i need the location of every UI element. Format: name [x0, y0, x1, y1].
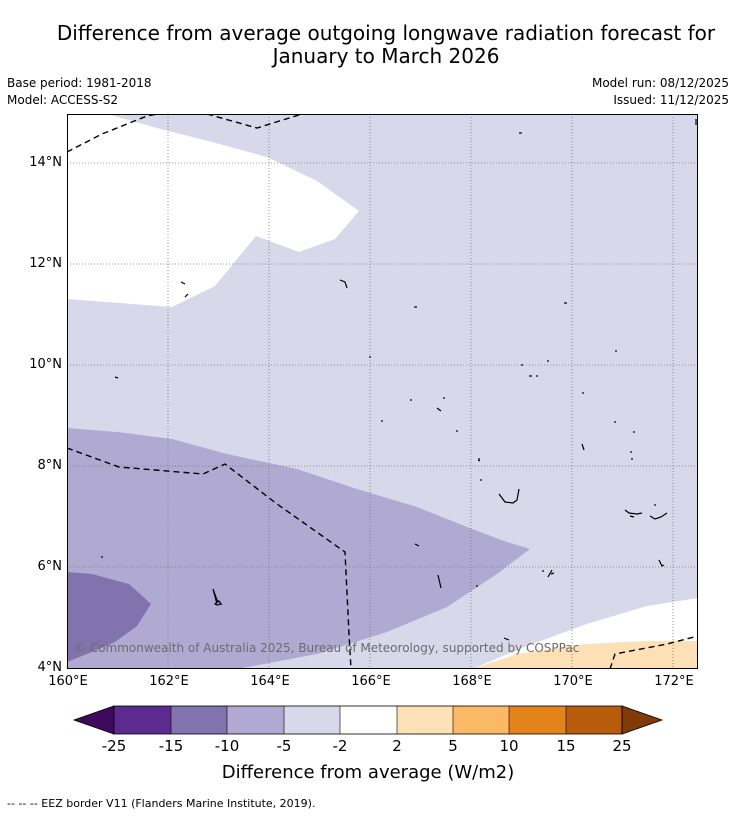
colorbar-segment-9 [566, 706, 622, 734]
colorbar-tick: 15 [556, 737, 576, 755]
colorbar [72, 705, 664, 735]
map-title: Difference from average outgoing longwav… [0, 22, 736, 68]
title-line-2: January to March 2026 [272, 44, 500, 68]
colorbar-tick: -15 [158, 737, 184, 755]
colorbar-tick: 10 [499, 737, 519, 755]
colorbar-segment-4 [284, 706, 340, 734]
colorbar-tick: -10 [214, 737, 240, 755]
x-label-168e: 168°E [452, 674, 492, 689]
base-period: Base period: 1981-2018 [7, 76, 152, 90]
colorbar-tick: -2 [332, 737, 348, 755]
model-name: Model: ACCESS-S2 [7, 93, 119, 107]
eez-legend: -- -- -- EEZ border V11 (Flanders Marine… [7, 797, 316, 810]
x-label-160e: 160°E [48, 674, 88, 689]
map-svg [67, 114, 698, 669]
colorbar-title: Difference from average (W/m2) [221, 762, 515, 783]
colorbar-outline [113, 705, 623, 735]
colorbar-segment-5 [340, 706, 397, 734]
positive-anomaly-region [472, 641, 698, 669]
meta-left: Base period: 1981-2018 Model: ACCESS-S2 [7, 75, 152, 109]
colorbar-segment-7 [453, 706, 509, 734]
y-label-4n: 4°N [37, 660, 63, 675]
title-line-1: Difference from average outgoing longwav… [56, 21, 716, 45]
y-label-6n: 6°N [37, 559, 63, 574]
colorbar-tick: 5 [448, 737, 458, 755]
x-label-164e: 164°E [250, 674, 290, 689]
copyright-text: © Commonwealth of Australia 2025, Bureau… [74, 641, 580, 655]
issued-date: Issued: 11/12/2025 [613, 93, 729, 107]
white-region-north [67, 114, 359, 307]
islands [114, 119, 697, 641]
y-label-8n: 8°N [37, 458, 63, 473]
colorbar-tick: -5 [276, 737, 292, 755]
gridlines [67, 114, 698, 669]
y-label-14n: 14°N [29, 155, 62, 170]
negative-anomaly-region [67, 428, 530, 669]
colorbar-segment-1 [114, 706, 171, 734]
colorbar-tick: -25 [101, 737, 127, 755]
meta-right: Model run: 08/12/2025 Issued: 11/12/2025 [592, 75, 729, 109]
colorbar-segment-3 [227, 706, 284, 734]
colorbar-tick: 2 [392, 737, 402, 755]
x-label-166e: 166°E [351, 674, 391, 689]
eez-borders [67, 114, 698, 669]
strong-negative-region [67, 572, 151, 662]
y-label-12n: 12°N [29, 256, 62, 271]
colorbar-segment-6 [397, 706, 453, 734]
model-run: Model run: 08/12/2025 [591, 76, 729, 90]
x-label-170e: 170°E [553, 674, 593, 689]
y-label-10n: 10°N [29, 357, 62, 372]
colorbar-extend-low [72, 705, 115, 735]
island-dots [101, 350, 656, 587]
x-label-162e: 162°E [149, 674, 189, 689]
colorbar-segment-2 [171, 706, 227, 734]
colorbar-extend-high [621, 705, 664, 735]
colorbar-dividers [170, 706, 567, 734]
colorbar-tick: 25 [612, 737, 632, 755]
x-label-172e: 172°E [654, 674, 694, 689]
map-area [67, 114, 698, 669]
colorbar-segment-8 [509, 706, 566, 734]
